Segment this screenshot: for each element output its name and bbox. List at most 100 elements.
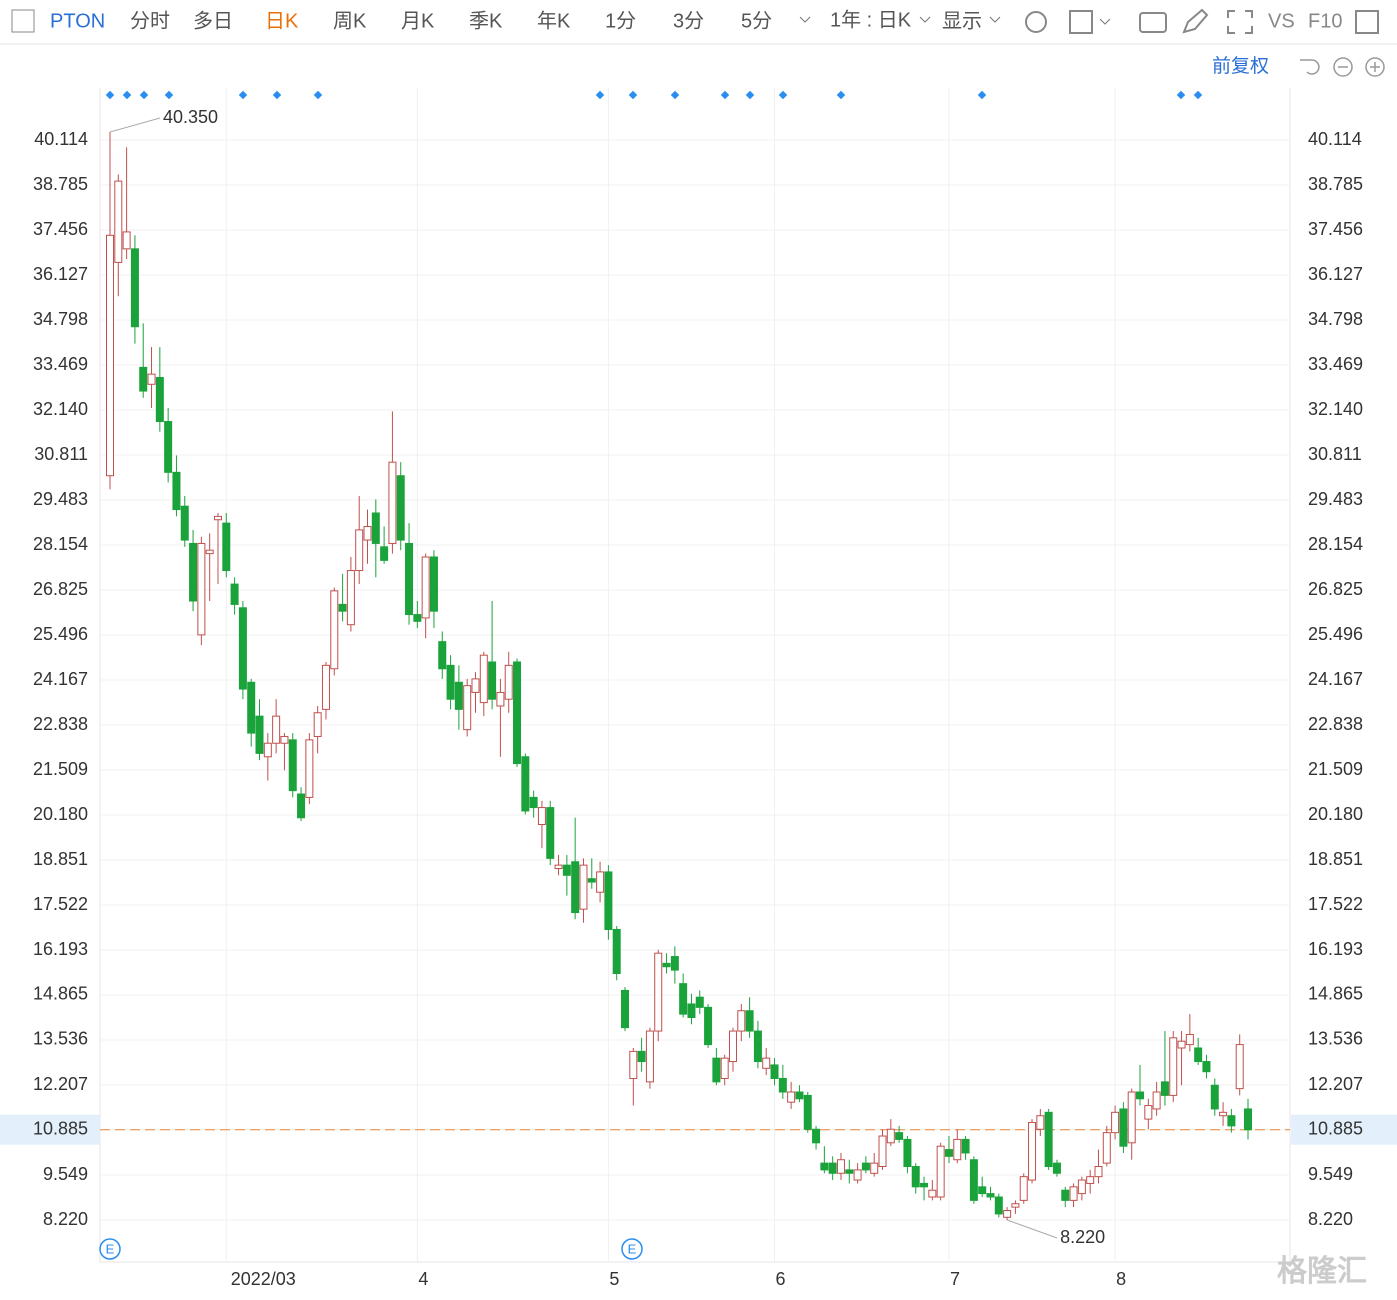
candle-body	[1094, 1166, 1103, 1178]
candle-body	[355, 529, 364, 572]
candle-body	[1011, 1203, 1020, 1208]
candle-body	[579, 864, 588, 910]
news-marker	[272, 90, 282, 100]
y-tick-label-right: 25.496	[1308, 624, 1363, 644]
candle-body	[895, 1132, 904, 1140]
candle-body	[222, 522, 231, 572]
range-select[interactable]: 1年 : 日K	[830, 8, 912, 31]
y-tick-label-right: 13.536	[1308, 1029, 1363, 1049]
period-tab[interactable]: 季K	[469, 9, 503, 32]
adjust-button[interactable]: 前复权	[1212, 55, 1269, 77]
candle-body	[587, 878, 596, 883]
period-tab[interactable]: 3分	[673, 9, 704, 32]
y-tick-label-right: 26.825	[1308, 579, 1363, 599]
period-tab[interactable]: 日K	[265, 10, 299, 32]
candle-body	[1019, 1176, 1028, 1201]
candle-body	[612, 928, 621, 974]
y-tick-label: 26.825	[33, 579, 88, 599]
candle-body	[1244, 1108, 1252, 1131]
candle-body	[263, 742, 272, 758]
annotation-label: 8.220	[1060, 1227, 1105, 1247]
panel-icon[interactable]	[1355, 10, 1379, 34]
candle-body	[621, 989, 630, 1029]
y-tick-label: 34.798	[33, 309, 88, 329]
candle-body	[1077, 1179, 1086, 1195]
candle-body	[662, 962, 671, 968]
zoom-out[interactable]	[1333, 57, 1353, 77]
candle-body	[911, 1166, 920, 1188]
candle-body	[762, 1057, 771, 1069]
y-tick-label-right: 38.785	[1308, 174, 1363, 194]
y-tick-label-right: 17.522	[1308, 894, 1363, 914]
candle-body	[205, 549, 214, 555]
shape-icon[interactable]	[1069, 10, 1093, 34]
candle-body	[1044, 1111, 1053, 1168]
candle-body	[330, 590, 339, 670]
news-marker	[238, 90, 248, 100]
candle-body	[1177, 1040, 1186, 1049]
candle-body	[446, 664, 455, 700]
candle-body	[604, 871, 613, 930]
candle-body	[1235, 1044, 1244, 1090]
candle-body	[1202, 1061, 1211, 1073]
event-marker[interactable]	[99, 1238, 121, 1260]
pen-icon[interactable]	[1182, 8, 1209, 34]
candle-body	[380, 546, 389, 561]
candle-body	[944, 1149, 953, 1157]
y-tick-label: 33.469	[33, 354, 88, 374]
candle-body	[861, 1162, 870, 1171]
event-label: E	[628, 1241, 637, 1256]
y-tick-label: 18.851	[33, 849, 88, 869]
settings-icon[interactable]	[1025, 11, 1047, 33]
candle-body	[978, 1186, 987, 1195]
f10-button[interactable]: F10	[1308, 10, 1342, 32]
candle-body	[496, 691, 505, 707]
y-tick-label-right: 36.127	[1308, 264, 1363, 284]
candle-body	[1127, 1091, 1136, 1144]
candle-body	[238, 607, 247, 690]
candle-body	[463, 685, 472, 731]
symbol[interactable]: PTON	[50, 10, 105, 32]
news-marker	[836, 90, 846, 100]
period-tab[interactable]: 5分	[741, 9, 772, 32]
chevron	[799, 16, 811, 23]
candle-body	[836, 1159, 845, 1174]
period-tab[interactable]: 1分	[605, 9, 636, 32]
period-tab[interactable]: 分时	[130, 9, 170, 32]
candle-body	[695, 996, 704, 1008]
period-tab[interactable]: 周K	[333, 10, 367, 32]
period-tab[interactable]: 多日	[193, 9, 233, 32]
sidebar-toggle[interactable]	[11, 9, 35, 33]
x-tick-label: 5	[609, 1269, 619, 1289]
fullscreen-icon[interactable]	[1227, 10, 1253, 34]
period-tab[interactable]: 月K	[401, 10, 435, 32]
watermark: 格隆汇	[1277, 1255, 1367, 1288]
news-marker	[313, 90, 323, 100]
candle-body	[737, 1010, 746, 1032]
candle-body	[803, 1094, 812, 1130]
period-tab[interactable]: 年K	[537, 9, 571, 32]
annotation-label: 40.350	[163, 107, 218, 127]
candle-body	[1210, 1084, 1219, 1110]
candle-body	[313, 712, 322, 737]
candle-body	[629, 1050, 638, 1079]
y-tick-label-right: 9.549	[1308, 1164, 1353, 1184]
undo-icon[interactable]	[1300, 59, 1320, 75]
zoom-in[interactable]	[1365, 57, 1385, 77]
y-tick-label-right: 30.811	[1308, 444, 1362, 464]
y-tick-label: 36.127	[33, 264, 88, 284]
display-select[interactable]: 显示	[942, 10, 982, 32]
candle-body	[346, 570, 355, 626]
candle-body	[1052, 1162, 1061, 1174]
event-marker[interactable]	[621, 1238, 643, 1260]
candle-body	[106, 234, 114, 477]
candle-body	[521, 756, 530, 812]
camera-icon[interactable]	[1139, 12, 1167, 33]
x-tick-label: 7	[950, 1269, 960, 1289]
y-tick-label-right: 40.114	[1308, 129, 1362, 149]
candle-body	[870, 1162, 879, 1174]
candle-body	[712, 1057, 721, 1083]
vs-button[interactable]: VS	[1268, 10, 1295, 32]
news-marker	[977, 90, 987, 100]
